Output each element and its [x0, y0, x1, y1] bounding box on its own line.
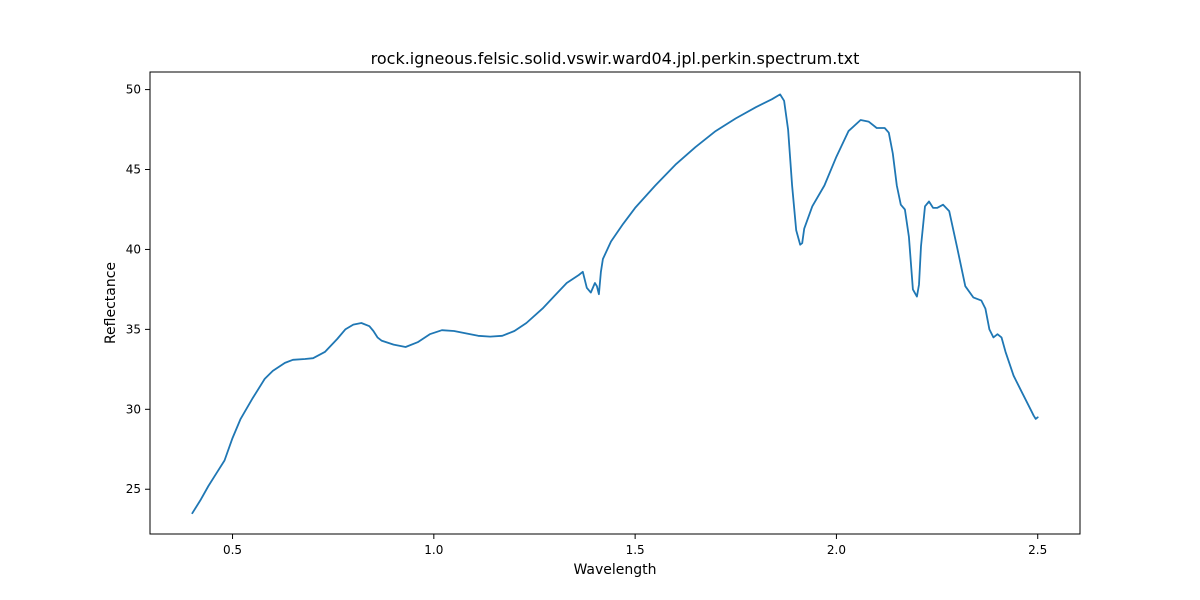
x-axis-ticks: 0.5 1.0 1.5 2.0 2.5: [223, 534, 1047, 557]
y-tick-label: 25: [126, 482, 141, 496]
x-tick-label: 2.0: [827, 543, 846, 557]
plot-frame: [149, 71, 1081, 535]
y-tick-label: 45: [126, 163, 141, 177]
x-tick-label: 1.0: [424, 543, 443, 557]
y-tick-label: 50: [126, 83, 141, 97]
x-tick-label: 1.5: [626, 543, 645, 557]
plot-content: [191, 93, 1039, 515]
x-axis-label: Wavelength: [573, 562, 656, 578]
spectrum-line: [191, 93, 1039, 515]
chart-title: rock.igneous.felsic.solid.vswir.ward04.j…: [371, 49, 860, 68]
y-axis-label: Reflectance: [103, 262, 119, 344]
x-tick-label: 0.5: [223, 543, 242, 557]
y-tick-label: 30: [126, 402, 141, 416]
x-tick-label: 2.5: [1028, 543, 1047, 557]
y-tick-label: 35: [126, 322, 141, 336]
y-tick-label: 40: [126, 242, 141, 256]
y-axis-ticks: 25 30 35 40 45 50: [126, 83, 150, 496]
